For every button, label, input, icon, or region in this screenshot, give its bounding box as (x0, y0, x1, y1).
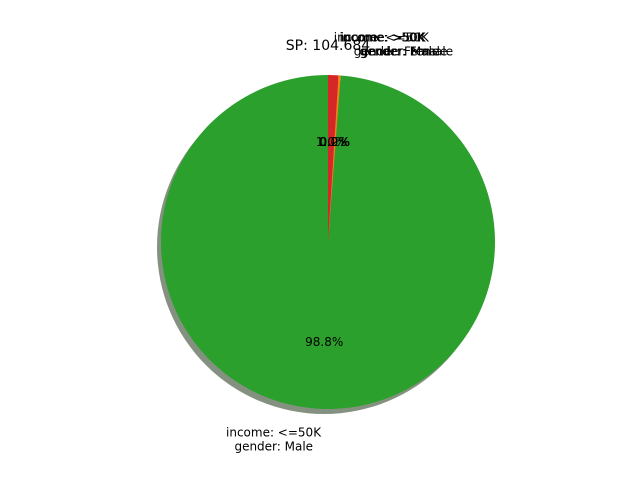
chart-title: SP: 104.684 (286, 38, 370, 54)
pie-slice-label-line2: gender: Female (360, 45, 454, 59)
pie-slice-label-line2: gender: Female (354, 44, 448, 58)
pie-slice-label-line1: income: >50K (341, 31, 427, 45)
pie-slice-percent-label: 0.0% (319, 135, 350, 149)
pie-slice-label-line2: gender: Male (234, 440, 313, 454)
pie-percent-labels: 98.8% 0.2%0.0%1.0% (305, 135, 350, 349)
pie-slice-label: income: <=50K gender: Male (226, 426, 322, 454)
pie-slice-label-line2: gender: Male (361, 45, 440, 59)
pie-slice-percent-label: 1.0% (316, 135, 347, 149)
pie-slice-label: income: >50K gender: Female (340, 31, 454, 59)
pie-slice (328, 75, 339, 242)
pie-slice-label-line1: income: >50K (340, 31, 426, 45)
pie-slice-label: income: >50K gender: Male (341, 31, 440, 59)
pie-slice (328, 75, 341, 243)
pie-slices (161, 75, 495, 409)
pie-slice-label: income: <=50K gender: Female (334, 30, 448, 58)
pie-slice-percent-label: 0.2% (320, 135, 351, 149)
pie-slice-label-line1: income: <=50K (226, 426, 322, 440)
pie-slice-label-line1: income: <=50K (334, 30, 430, 44)
pie-slice-percent-label: 98.8% (305, 335, 343, 349)
